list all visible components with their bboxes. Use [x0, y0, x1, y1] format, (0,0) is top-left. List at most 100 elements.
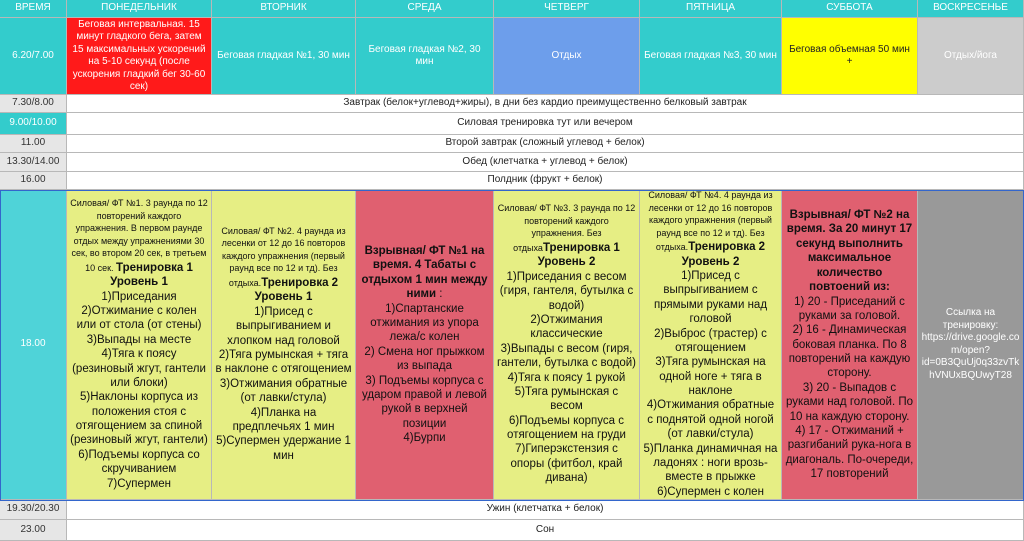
cell-text: 13.30/14.00 — [6, 155, 60, 167]
cell-text: ВРЕМЯ — [15, 2, 51, 14]
cell-text: 6.20/7.00 — [12, 49, 54, 61]
cell-text: Взрывная/ ФТ №1 на время. 4 Табаты с отд… — [361, 244, 488, 301]
header-cell: ВОСКРЕСЕНЬЕ — [918, 0, 1024, 18]
cell-text: 16.00 — [20, 174, 46, 186]
cell-text: Тренировка 1 Уровень 1 — [110, 261, 193, 289]
cell-text: 6)Подъемы корпуса с отягощением на груди — [507, 414, 626, 442]
cell-text: 1)Присед с выпрыгиванием и хлопком над г… — [227, 305, 340, 347]
cell-text: Силовая/ ФТ №1. 3 раунда по 12 повторени… — [70, 198, 208, 273]
cell-text: 6)Подъемы корпуса со скручиванием — [78, 448, 200, 476]
cell-text: 4)Тяга к поясу (резиновый жгут, гантели … — [72, 348, 206, 389]
time-cell: 7.30/8.00 — [0, 95, 67, 113]
cell-text: Беговая объемная 50 мин + — [789, 43, 910, 68]
day-cell: Отдых/йога — [918, 18, 1024, 95]
time-cell: 11.00 — [0, 135, 67, 153]
cell-text: Ужин (клетчатка + белок) — [486, 503, 604, 515]
cell-text: ПОНЕДЕЛЬНИК — [101, 2, 177, 14]
cell-text: 11.00 — [20, 137, 46, 149]
day-cell: Беговая гладкая №2, 30 мин — [356, 18, 494, 95]
time-cell: 9.00/10.00 — [0, 113, 67, 135]
cell-text: 5)Планка динамичная на ладонях : ноги вр… — [643, 442, 778, 484]
merged-cell: Сон — [67, 520, 1024, 541]
cell-text: Тренировка 2 Уровень 1 — [254, 276, 339, 304]
cell-text: Завтрак (белок+углевод+жиры), в дни без … — [343, 97, 747, 109]
cell-text: ЧЕТВЕРГ — [544, 2, 589, 14]
cell-text: 1)Спартанские отжимания из упора лежа/с … — [370, 302, 479, 344]
cell-text: 2)Отжимания классические — [530, 314, 603, 341]
day-cell: Взрывная/ ФТ №1 на время. 4 Табаты с отд… — [356, 190, 494, 500]
cell-text: 5)Наклоны корпуса из положения стоя с от… — [70, 391, 208, 447]
cell-text: Обед (клетчатка + углевод + белок) — [462, 155, 628, 167]
header-cell: ЧЕТВЕРГ — [494, 0, 640, 18]
cell-text: Силовая/ ФТ №2. 4 раунда из лесенки от 1… — [221, 225, 346, 288]
cell-text: ВОСКРЕСЕНЬЕ — [933, 2, 1008, 14]
cell-text: 5)Тяга румынская с весом — [514, 385, 619, 413]
cell-text: 7.30/8.00 — [12, 97, 54, 109]
header-cell: СУББОТА — [782, 0, 918, 18]
cell-text: Беговая интервальная. 15 минут гладкого … — [72, 18, 206, 93]
cell-text: 2)Отжимание с колен или от стола (от сте… — [76, 305, 202, 332]
header-cell: ВТОРНИК — [212, 0, 356, 18]
cell-text: 4)Тяга к поясу 1 рукой — [507, 371, 626, 384]
cell-text: 3)Выпады на месте — [86, 333, 192, 346]
day-cell: Беговая гладкая №3, 30 мин — [640, 18, 782, 95]
cell-text: 1)Приседания с весом (гиря, гантеля, бут… — [499, 270, 634, 312]
cell-text: 7)Гиперэкстензия с опоры (фитбол, край д… — [510, 443, 623, 485]
day-cell: Беговая объемная 50 мин + — [782, 18, 918, 95]
time-cell: 18.00 — [0, 190, 67, 500]
cell-text: 4)Планка на предплечьях 1 мин — [232, 406, 335, 433]
time-cell: 6.20/7.00 — [0, 18, 67, 95]
cell-text: 3)Тяга румынская на одной ноге + тяга в … — [655, 356, 766, 397]
cell-text: 6)Супермен с колен — [657, 485, 764, 498]
cell-text: Беговая гладкая №2, 30 мин — [368, 43, 481, 68]
time-cell: 16.00 — [0, 172, 67, 190]
cell-text: Ссылка на тренировку: https://drive.goog… — [921, 307, 1020, 381]
cell-text: ПЯТНИЦА — [686, 2, 735, 14]
merged-cell: Ужин (клетчатка + белок) — [67, 500, 1024, 520]
day-cell: Силовая/ ФТ №1. 3 раунда по 12 повторени… — [67, 190, 212, 500]
merged-cell: Завтрак (белок+углевод+жиры), в дни без … — [67, 95, 1024, 113]
cell-text: 3)Отжимания обратные (от лавки/стула) — [219, 377, 348, 405]
cell-text: 4)Бурпи — [403, 432, 446, 444]
day-cell: Силовая/ ФТ №4. 4 раунда из лесенки от 1… — [640, 190, 782, 500]
cell-text: 2) Смена ног прыжком из выпада — [364, 345, 485, 373]
cell-text: ВТОРНИК — [260, 2, 307, 14]
cell-text: Взрывная/ ФТ №2 на время. За 20 минут 17… — [786, 208, 913, 294]
cell-text: СРЕДА — [407, 2, 442, 14]
header-cell: СРЕДА — [356, 0, 494, 18]
day-cell: Беговая интервальная. 15 минут гладкого … — [67, 18, 212, 95]
cell-text: 2)Тяга румынская + тяга в наклоне с отяг… — [215, 349, 352, 376]
merged-cell: Обед (клетчатка + углевод + белок) — [67, 153, 1024, 172]
cell-text: Силовая тренировка тут или вечером — [457, 117, 633, 129]
day-cell: Силовая/ ФТ №2. 4 раунда из лесенки от 1… — [212, 190, 356, 500]
cell-text: 2)Выброс (трастер) с отягощением — [654, 327, 767, 354]
cell-text: 1)Приседания — [101, 290, 177, 303]
header-cell: ВРЕМЯ — [0, 0, 67, 18]
time-cell: 13.30/14.00 — [0, 153, 67, 172]
cell-text: 5)Супермен удержание 1 мин — [216, 435, 351, 462]
cell-text: 3) 20 - Выпадов с руками над головой. По… — [785, 381, 914, 423]
header-cell: ПЯТНИЦА — [640, 0, 782, 18]
cell-text: 19.30/20.30 — [6, 503, 60, 515]
cell-text: Отдых — [551, 49, 582, 61]
header-cell: ПОНЕДЕЛЬНИК — [67, 0, 212, 18]
day-cell: Ссылка на тренировку: https://drive.goog… — [918, 190, 1024, 500]
cell-text: Сон — [535, 523, 555, 535]
cell-text: Тренировка 2 Уровень 2 — [681, 241, 766, 268]
time-cell: 19.30/20.30 — [0, 500, 67, 520]
cell-text: 3) Подъемы корпуса с ударом правой и лев… — [362, 374, 487, 430]
cell-text: Отдых/йога — [944, 49, 997, 61]
cell-text: Тренировка 1 Уровень 2 — [537, 241, 620, 269]
cell-text: Беговая гладкая №1, 30 мин — [217, 49, 350, 61]
cell-text: 4)Отжимания обратные с поднятой одной но… — [646, 399, 775, 441]
cell-text: 1) 20 - Приседаний с руками за головой. — [794, 295, 905, 322]
day-cell: Отдых — [494, 18, 640, 95]
cell-text: Полдник (фрукт + белок) — [487, 174, 603, 186]
cell-text: : — [436, 288, 443, 301]
day-cell: Взрывная/ ФТ №2 на время. За 20 минут 17… — [782, 190, 918, 500]
cell-text: 3)Выпады с весом (гиря, гантели, бутылка… — [497, 342, 636, 370]
cell-text: Второй завтрак (сложный углевод + белок) — [445, 137, 645, 149]
merged-cell: Силовая тренировка тут или вечером — [67, 113, 1024, 135]
day-cell: Силовая/ ФТ №3. 3 раунда по 12 повторени… — [494, 190, 640, 500]
